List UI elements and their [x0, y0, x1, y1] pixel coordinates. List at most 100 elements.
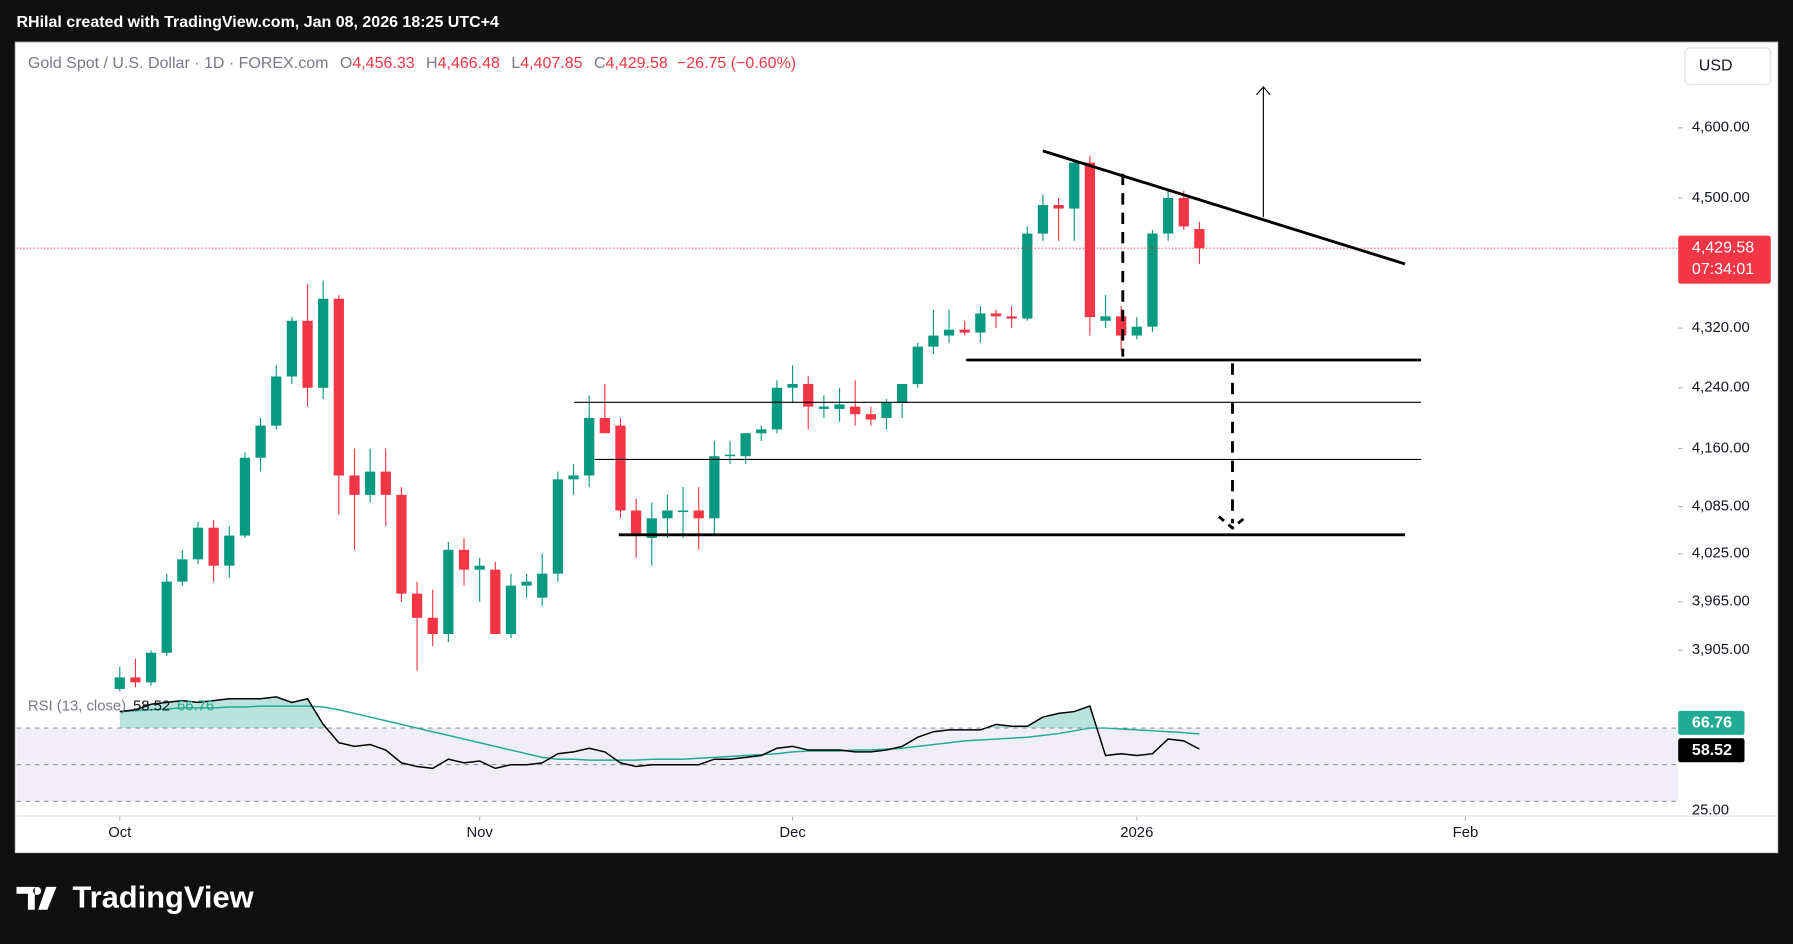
candle-body — [396, 494, 407, 594]
y-tick-label: 4,160.00 — [1692, 440, 1750, 456]
last-price-badge — [1678, 235, 1771, 284]
candle-body — [271, 376, 282, 426]
candle-body — [803, 384, 814, 407]
candle-body — [599, 418, 610, 434]
candle-body — [490, 569, 501, 635]
candle-body — [568, 475, 579, 480]
y-tick-label: 3,905.00 — [1692, 642, 1750, 658]
candle-body — [537, 573, 548, 598]
candle-body — [615, 425, 626, 511]
candle-body — [662, 510, 673, 519]
rsi-badge — [1678, 710, 1745, 735]
rsi-tick-label: 25.00 — [1692, 802, 1729, 818]
logo-mark — [16, 886, 57, 910]
x-tick-label: Nov — [466, 825, 493, 841]
currency-box[interactable] — [1684, 47, 1772, 86]
candle-body — [896, 384, 908, 403]
candle-body — [693, 510, 704, 519]
chart-panel — [14, 41, 1779, 854]
candle-body — [584, 418, 595, 476]
candle-body — [1194, 229, 1205, 249]
candle-body — [943, 329, 955, 336]
price-pane — [16, 155, 1679, 692]
candle-body — [959, 329, 970, 333]
x-tick-label: Feb — [1453, 825, 1479, 841]
candle-body — [192, 527, 204, 560]
candle-body — [1084, 162, 1096, 318]
rsi-badge-label: 58.52 — [1692, 742, 1732, 759]
candle-body — [1147, 233, 1158, 327]
candle-body — [975, 313, 986, 333]
candle-body — [333, 298, 344, 476]
candle-body — [646, 518, 657, 538]
x-tick-label: 2026 — [1120, 825, 1153, 841]
candle-body — [677, 510, 689, 513]
candle-body — [740, 433, 751, 457]
candle-body — [239, 457, 251, 536]
candle-body — [1069, 162, 1080, 209]
candle-body — [521, 581, 532, 586]
currency: USD — [1699, 58, 1733, 75]
rsi-badge — [1678, 738, 1745, 763]
legend-value: 4,456.33 — [352, 55, 414, 72]
rsi-title: RSI (13, close) — [28, 698, 126, 714]
candle-body — [364, 471, 376, 495]
drawings — [574, 85, 1422, 537]
candle-body — [850, 406, 861, 415]
candle-body — [1006, 316, 1017, 319]
candle-body — [161, 581, 172, 653]
candle-body — [286, 320, 298, 377]
change: −26.75 (−0.60%) — [677, 55, 796, 72]
logo: TradingView — [16, 880, 255, 915]
candle-body — [1022, 233, 1033, 319]
y-tick-label: 4,600.00 — [1692, 120, 1750, 136]
candle-body — [724, 454, 736, 457]
candle-body — [318, 298, 329, 388]
candle-body — [505, 585, 517, 635]
y-tick-label: 4,025.00 — [1692, 546, 1750, 562]
y-tick-label: 4,500.00 — [1692, 190, 1750, 206]
candle-body — [177, 559, 188, 582]
candle-body — [912, 346, 923, 385]
legend-key: O — [340, 55, 352, 72]
candle-body — [928, 335, 939, 347]
rsi-value: 58.52 — [133, 698, 170, 714]
candle-body — [709, 456, 720, 519]
rsi-line — [119, 705, 1200, 761]
candle-body — [224, 535, 235, 566]
candle-body — [349, 475, 360, 495]
candle-body — [990, 313, 1002, 317]
candle-body — [818, 406, 830, 409]
y-tick-label: 4,320.00 — [1692, 320, 1750, 336]
candle-body — [380, 471, 391, 495]
legend-key: L — [511, 55, 520, 72]
candle-body — [1100, 316, 1111, 321]
candle-body — [443, 549, 454, 635]
candle-body — [1053, 205, 1064, 209]
candle-body — [427, 617, 438, 635]
candle-body — [1178, 197, 1189, 227]
legend-value: 4,407.85 — [520, 55, 582, 72]
candle-body — [1116, 316, 1127, 336]
last-price-label: 4,429.58 — [1692, 239, 1754, 256]
brand: TradingView — [72, 880, 254, 915]
candle-body — [302, 320, 313, 388]
candle-body — [114, 677, 125, 689]
legend-value: 4,429.58 — [606, 55, 668, 72]
candle-body — [255, 425, 266, 458]
candle-body — [474, 565, 485, 570]
y-tick-label: 4,085.00 — [1692, 498, 1750, 514]
legend-value: 4,466.48 — [438, 55, 500, 72]
candle-body — [208, 527, 219, 566]
legend: Gold Spot / U.S. Dollar · 1D · FOREX.com… — [28, 55, 796, 72]
candle-body — [145, 652, 157, 683]
candle-body — [411, 593, 423, 618]
y-tick-label: 4,240.00 — [1692, 380, 1750, 396]
rsi-ma-value: 66.76 — [177, 698, 214, 714]
candle-body — [630, 510, 642, 535]
credit: RHilal created with TradingView.com, Jan… — [16, 14, 499, 31]
candle-body — [865, 414, 876, 420]
rsi-badge-label: 66.76 — [1692, 715, 1732, 732]
